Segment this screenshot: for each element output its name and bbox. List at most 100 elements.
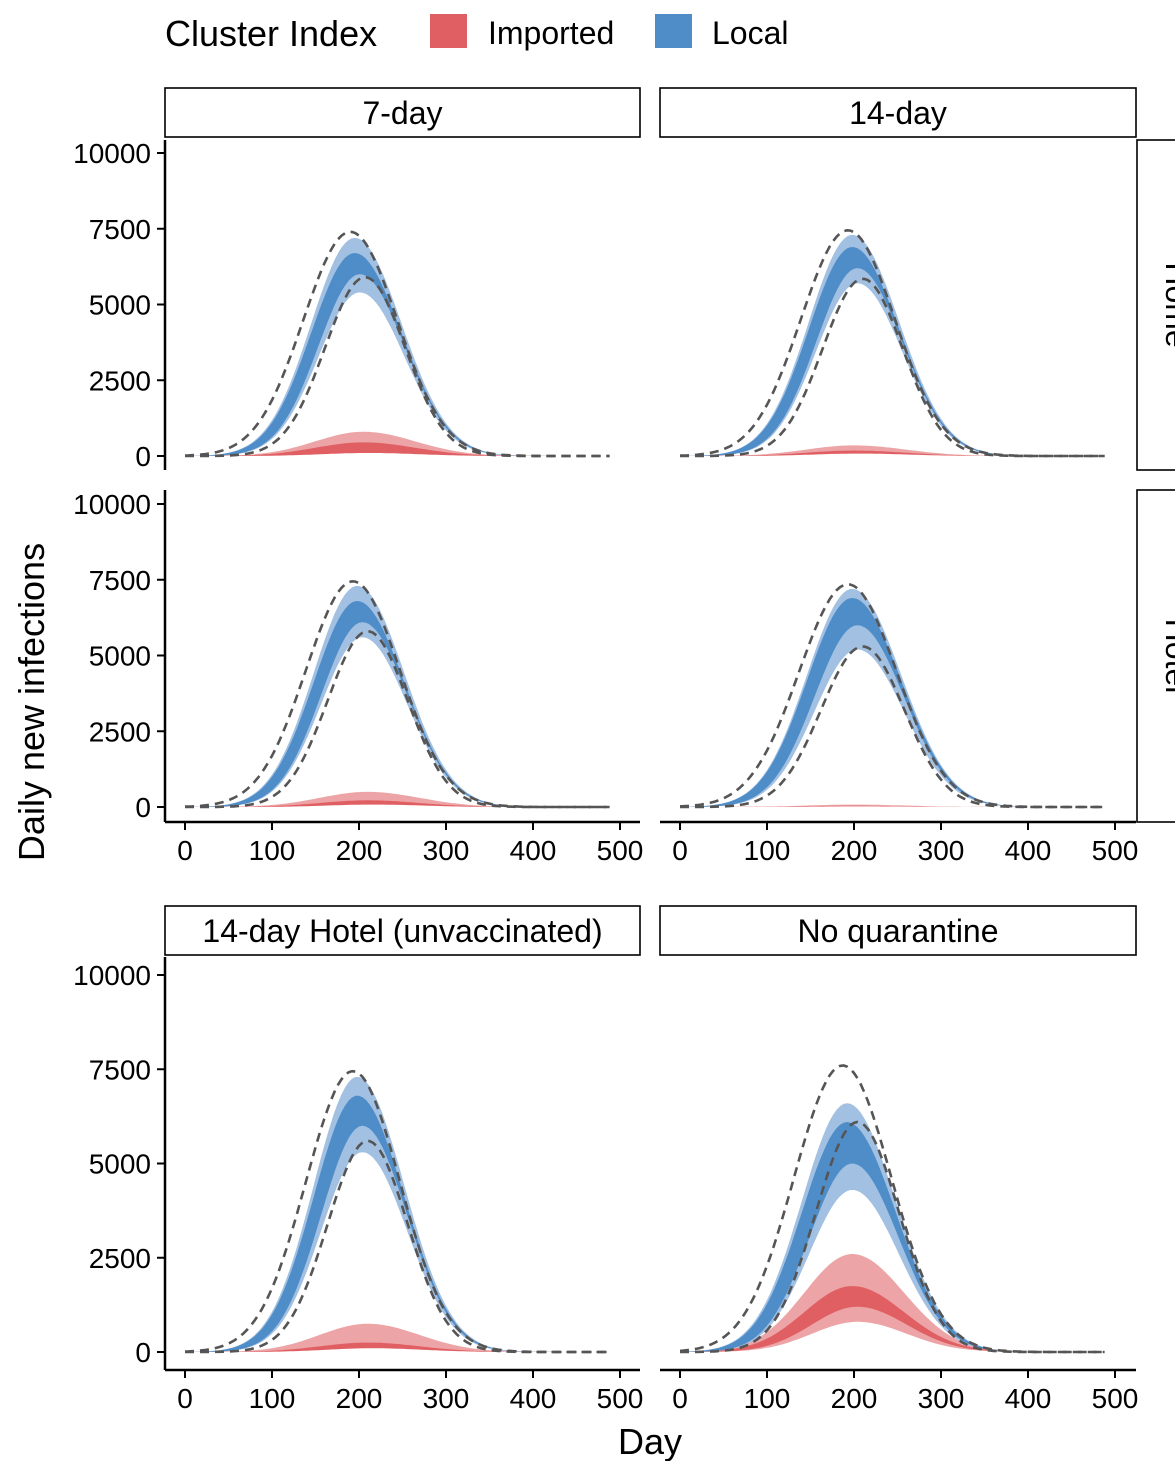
upper-bound-line bbox=[184, 1069, 610, 1354]
x-tick-label: 300 bbox=[918, 1383, 965, 1414]
x-tick-label: 400 bbox=[1005, 1383, 1052, 1414]
y-axis-title: Daily new infections bbox=[11, 543, 52, 861]
facet-strip bbox=[164, 87, 641, 138]
imported-outer-band bbox=[680, 804, 1115, 807]
imported-inner-band bbox=[185, 800, 620, 807]
y-tick-label: 10000 bbox=[73, 489, 151, 520]
y-tick-label: 2500 bbox=[89, 365, 151, 396]
y-tick-label: 0 bbox=[135, 441, 151, 472]
imported-inner-band bbox=[680, 450, 1115, 456]
facet-strip bbox=[659, 905, 1137, 956]
imported-inner-band bbox=[185, 442, 620, 456]
y-tick-label: 5000 bbox=[89, 290, 151, 321]
y-tick-label: 2500 bbox=[89, 716, 151, 747]
row-strip bbox=[1136, 489, 1175, 823]
local-outer-band bbox=[680, 589, 1115, 807]
legend: Cluster Index Imported Local bbox=[165, 13, 789, 54]
facet-strip-label: No quarantine bbox=[797, 913, 998, 949]
local-inner-band bbox=[185, 601, 620, 807]
x-tick-label: 200 bbox=[831, 1383, 878, 1414]
x-tick-label: 200 bbox=[336, 1383, 383, 1414]
lower-bound-line bbox=[185, 275, 610, 458]
panel-6: 0 100 200 300 400 500 No quarantine bbox=[659, 905, 1139, 1414]
y-tick-label: 5000 bbox=[89, 641, 151, 672]
x-axis-title: Day bbox=[618, 1421, 682, 1461]
x-tick-label: 0 bbox=[177, 835, 193, 866]
panel-5: 0 2500 5000 7500 10000 0 100 200 300 400 500 14-day… bbox=[73, 905, 644, 1414]
upper-bound-line bbox=[679, 228, 1105, 458]
facet-strip bbox=[659, 87, 1137, 138]
legend-title: Cluster Index bbox=[165, 13, 377, 54]
row-strip bbox=[1136, 139, 1175, 471]
imported-outer-band bbox=[185, 431, 620, 456]
x-tick-label: 100 bbox=[249, 835, 296, 866]
lower-bound-line bbox=[680, 277, 1105, 458]
facet-strip-label: 14-day Hotel (unvaccinated) bbox=[202, 913, 602, 949]
x-tick-label: 0 bbox=[177, 1383, 193, 1414]
upper-bound-line bbox=[184, 230, 610, 458]
y-tick-label: 10000 bbox=[73, 138, 151, 169]
panel-1: 0 2500 5000 7500 10000 7-day bbox=[73, 87, 641, 472]
local-outer-band bbox=[185, 237, 620, 456]
x-tick-label: 400 bbox=[510, 1383, 557, 1414]
y-tick-label: 7500 bbox=[89, 1054, 151, 1085]
lower-bound-line bbox=[680, 1120, 1105, 1354]
x-tick-label: 200 bbox=[336, 835, 383, 866]
upper-bound-line bbox=[184, 579, 610, 809]
x-tick-label: 500 bbox=[1092, 1383, 1139, 1414]
panel-2: 14-day Home bbox=[659, 87, 1175, 471]
local-outer-band bbox=[680, 235, 1115, 456]
x-tick-label: 0 bbox=[672, 1383, 688, 1414]
x-tick-label: 300 bbox=[918, 835, 965, 866]
y-tick-label: 2500 bbox=[89, 1243, 151, 1274]
local-inner-band bbox=[185, 253, 620, 456]
local-inner-band bbox=[680, 598, 1115, 807]
local-outer-band bbox=[185, 1077, 620, 1352]
imported-outer-band bbox=[185, 1323, 620, 1352]
y-tick-label: 7500 bbox=[89, 214, 151, 245]
imported-outer-band bbox=[185, 791, 620, 807]
x-tick-label: 500 bbox=[1092, 835, 1139, 866]
x-tick-label: 500 bbox=[597, 1383, 644, 1414]
upper-bound-line bbox=[679, 582, 1105, 809]
legend-swatch-imported bbox=[430, 14, 467, 48]
imported-inner-band bbox=[185, 1342, 620, 1352]
legend-label-imported: Imported bbox=[488, 15, 614, 51]
facet-strip-label: 7-day bbox=[362, 95, 442, 131]
x-tick-label: 300 bbox=[423, 1383, 470, 1414]
x-tick-label: 400 bbox=[1005, 835, 1052, 866]
imported-inner-band bbox=[680, 805, 1115, 807]
lower-bound-line bbox=[185, 1139, 610, 1354]
imported-inner-band bbox=[680, 1286, 1115, 1352]
lower-bound-line bbox=[680, 645, 1105, 809]
row-strip-label: Hotel bbox=[1159, 619, 1175, 694]
lower-bound-line bbox=[185, 630, 610, 809]
x-tick-label: 500 bbox=[597, 835, 644, 866]
local-inner-band bbox=[680, 247, 1115, 456]
panel-4: 0 100 200 300 400 500 Hotel bbox=[660, 489, 1175, 866]
local-inner-band bbox=[185, 1095, 620, 1352]
y-tick-label: 10000 bbox=[73, 960, 151, 991]
x-tick-label: 100 bbox=[744, 1383, 791, 1414]
imported-outer-band bbox=[680, 445, 1115, 456]
facet-strip bbox=[164, 905, 641, 956]
legend-label-local: Local bbox=[712, 15, 789, 51]
facet-strip-label: 14-day bbox=[849, 95, 947, 131]
y-tick-label: 0 bbox=[135, 1337, 151, 1368]
y-tick-label: 5000 bbox=[89, 1149, 151, 1180]
y-tick-label: 0 bbox=[135, 792, 151, 823]
x-tick-label: 0 bbox=[672, 835, 688, 866]
x-tick-label: 200 bbox=[831, 835, 878, 866]
x-tick-label: 300 bbox=[423, 835, 470, 866]
legend-swatch-local bbox=[655, 14, 692, 48]
y-tick-label: 7500 bbox=[89, 565, 151, 596]
x-tick-label: 100 bbox=[249, 1383, 296, 1414]
local-outer-band bbox=[185, 586, 620, 807]
panel-3: 0 2500 5000 7500 10000 0 100 200 300 400 500 bbox=[73, 489, 643, 866]
row-strip-label: Home bbox=[1159, 262, 1175, 347]
x-tick-label: 100 bbox=[744, 835, 791, 866]
x-tick-label: 400 bbox=[510, 835, 557, 866]
